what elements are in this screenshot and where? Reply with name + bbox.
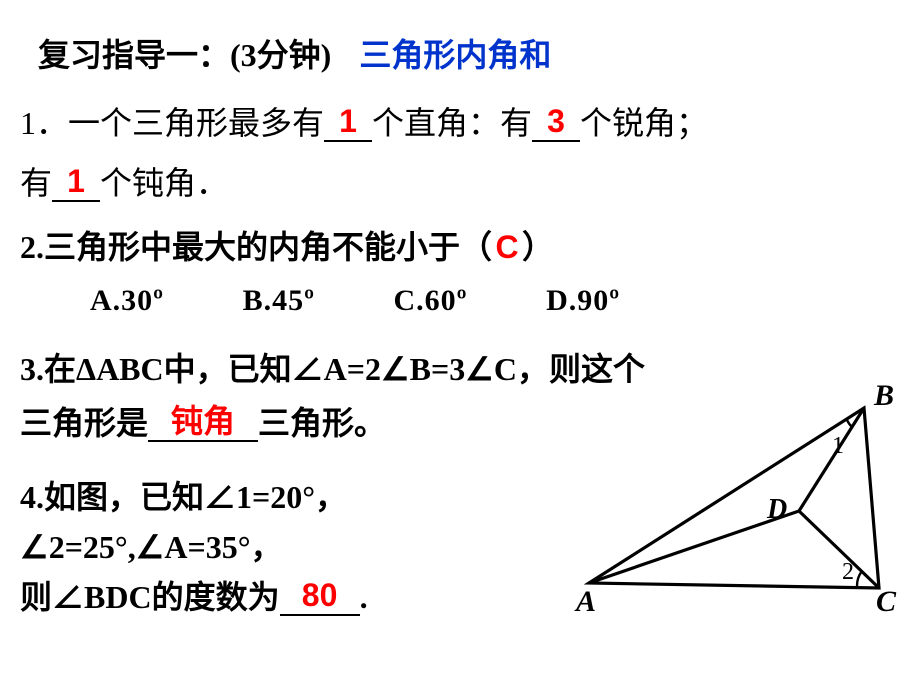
header: 复习指导一：(3分钟) 三角形内角和 — [38, 30, 900, 76]
line-bd — [799, 408, 864, 511]
q1-blank2: 3 — [532, 107, 580, 142]
q1-mid2: 个锐角； — [580, 105, 708, 141]
q4-answer: 80 — [302, 577, 338, 613]
label-a: A — [574, 585, 596, 618]
triangle-diagram: B A C D 1 2 — [574, 383, 904, 618]
q4-before: 则∠BDC的度数为 — [20, 579, 280, 615]
label-angle-1: 1 — [832, 433, 844, 459]
label-b: B — [873, 383, 894, 412]
q1-blank1: 1 — [324, 107, 372, 142]
q4-l1: 4.如图，已知∠1=20°， — [20, 479, 347, 515]
q1-blank3: 1 — [52, 167, 100, 202]
worksheet-content: 复习指导一：(3分钟) 三角形内角和 1．一个三角形最多有1个直角：有3个锐角；… — [0, 0, 920, 642]
angle-1-arc — [847, 420, 852, 427]
label-d: D — [766, 494, 787, 525]
q4-blank: 80 — [280, 581, 360, 616]
diagram-svg: B A C D 1 2 — [574, 383, 904, 618]
q1-ans1: 1 — [339, 103, 357, 139]
q3-after: 三角形。 — [258, 405, 386, 441]
q1-ans2: 3 — [547, 103, 565, 139]
q3-before: 三角形是 — [20, 405, 148, 441]
q1-l2-prefix: 有 — [20, 165, 52, 201]
q4-after: . — [360, 579, 368, 615]
q2-opt-a: A.30º — [90, 276, 164, 326]
header-part2: 三角形内角和 — [359, 37, 551, 73]
q1-prefix: 1．一个三角形最多有 — [20, 105, 324, 141]
q3-answer: 钝角 — [171, 403, 235, 439]
q2-opt-c: C.60º — [394, 276, 468, 326]
q2-opt-d: D.90º — [546, 276, 620, 326]
q1-mid1: 个直角：有 — [372, 105, 532, 141]
q4-l2: ∠2=25°,∠A=35°， — [20, 529, 283, 565]
q3-blank: 钝角 — [148, 407, 258, 442]
q3-l1: 3.在ΔABC中，已知∠A=2∠B=3∠C，则这个 — [20, 351, 645, 387]
question-2: 2.三角形中最大的内角不能小于（C） — [20, 222, 900, 272]
question-1-line2: 有1个钝角． — [20, 158, 900, 208]
angle-2-arc — [857, 571, 862, 586]
q2-before: 2.三角形中最大的内角不能小于（ — [20, 229, 492, 265]
line-cd — [799, 511, 879, 588]
q2-answer: C — [492, 222, 522, 272]
q2-after: ） — [522, 229, 554, 265]
q2-opt-b: B.45º — [243, 276, 315, 326]
q1-ans3: 1 — [67, 163, 85, 199]
q1-l2-suffix: 个钝角． — [100, 165, 228, 201]
label-angle-2: 2 — [842, 559, 854, 585]
header-part1: 复习指导一：(3分钟) — [38, 37, 331, 73]
question-1: 1．一个三角形最多有1个直角：有3个锐角； — [20, 98, 900, 148]
q2-options: A.30º B.45º C.60º D.90º — [90, 276, 900, 326]
label-c: C — [876, 585, 897, 618]
